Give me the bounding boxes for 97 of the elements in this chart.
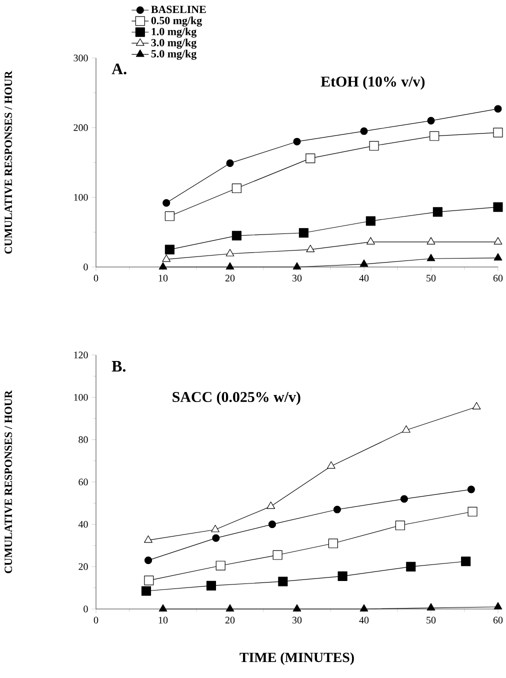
y-tick-label: 80 xyxy=(78,436,88,444)
legend-label: 1.0 mg/kg xyxy=(152,28,196,38)
y-tick-label: 40 xyxy=(78,520,88,528)
point xyxy=(164,211,174,221)
point xyxy=(494,253,502,260)
point xyxy=(210,524,220,532)
point xyxy=(305,154,316,164)
point xyxy=(292,262,302,270)
legend-label: 5.0 mg/kg xyxy=(151,50,196,60)
annotation: SACC (0.025% w/v) xyxy=(172,392,300,406)
x-tick-label: 0 xyxy=(94,274,98,282)
y-tick-label: 0 xyxy=(83,606,88,612)
point xyxy=(406,562,416,572)
point xyxy=(369,140,379,151)
y-tick-label: 60 xyxy=(78,478,88,486)
y-tick-label: 200 xyxy=(74,124,88,132)
y-tick-label: 20 xyxy=(78,563,88,570)
point xyxy=(333,506,341,514)
point xyxy=(472,402,481,410)
point xyxy=(427,116,435,124)
legend-label: BASELINE xyxy=(150,6,206,14)
point xyxy=(226,262,234,270)
y-tick-label: 120 xyxy=(74,352,88,358)
point xyxy=(338,571,348,581)
point xyxy=(272,550,282,560)
annotation: EtOH (10% v/v) xyxy=(320,76,424,90)
point xyxy=(293,138,301,146)
x-tick-label: 10 xyxy=(158,274,168,282)
x-tick-label: 40 xyxy=(359,616,368,624)
x-tick-label: 30 xyxy=(292,616,302,624)
y-tick-label: 300 xyxy=(74,54,88,62)
point xyxy=(226,159,234,167)
x-axis-title: TIME (MINUTES) xyxy=(240,652,354,665)
point xyxy=(232,183,242,194)
point xyxy=(162,199,170,207)
x-tick-label: 60 xyxy=(493,616,502,624)
point xyxy=(494,105,502,113)
point xyxy=(292,604,302,612)
point xyxy=(158,262,168,270)
x-tick-label: 60 xyxy=(493,274,502,282)
point xyxy=(278,576,288,586)
point xyxy=(426,237,436,244)
x-tick-label: 30 xyxy=(292,274,302,282)
point xyxy=(158,604,168,612)
point xyxy=(493,128,503,138)
x-tick-label: 10 xyxy=(158,616,168,624)
point xyxy=(493,202,503,212)
point xyxy=(460,556,470,566)
y-axis-title: CUMULATIVE RESPONSES / HOUR xyxy=(4,70,12,254)
x-tick-label: 50 xyxy=(426,274,436,282)
x-tick-label: 0 xyxy=(94,616,98,624)
point xyxy=(360,259,368,267)
point xyxy=(366,216,376,226)
point xyxy=(494,237,502,244)
point xyxy=(141,586,151,596)
x-tick-label: 20 xyxy=(225,274,234,282)
point xyxy=(360,604,368,612)
point xyxy=(164,244,174,254)
point xyxy=(468,506,478,516)
point xyxy=(402,425,410,433)
legend-label: 0.50 mg/kg xyxy=(151,16,202,27)
point xyxy=(226,604,234,612)
point xyxy=(395,520,405,530)
x-tick-label: 50 xyxy=(426,616,436,624)
point xyxy=(298,228,308,238)
point xyxy=(306,244,314,252)
point xyxy=(266,502,275,509)
point xyxy=(426,603,436,610)
x-tick-label: 20 xyxy=(225,616,234,624)
point xyxy=(144,556,152,564)
point xyxy=(360,127,368,135)
point xyxy=(162,254,170,262)
point xyxy=(212,534,220,542)
point xyxy=(400,495,408,503)
point xyxy=(226,248,234,256)
point xyxy=(426,254,436,262)
x-tick-label: 40 xyxy=(359,274,368,282)
point xyxy=(366,237,375,244)
annotation: B. xyxy=(112,361,126,372)
point xyxy=(429,131,439,141)
point xyxy=(326,461,336,469)
point xyxy=(144,576,154,586)
point xyxy=(432,207,442,217)
y-tick-label: 0 xyxy=(83,264,88,270)
y-tick-label: 100 xyxy=(74,394,88,401)
point xyxy=(232,230,242,240)
point xyxy=(328,538,338,548)
point xyxy=(144,535,152,543)
point xyxy=(467,486,475,494)
point xyxy=(494,602,502,610)
point xyxy=(206,580,216,590)
y-axis-title: CUMULATIVE RESPONSES / HOUR xyxy=(4,390,12,574)
legend-label: 3.0 mg/kg xyxy=(151,38,196,49)
annotation: A. xyxy=(112,64,126,74)
point xyxy=(268,520,276,528)
point xyxy=(216,560,226,570)
y-tick-label: 100 xyxy=(74,194,88,201)
